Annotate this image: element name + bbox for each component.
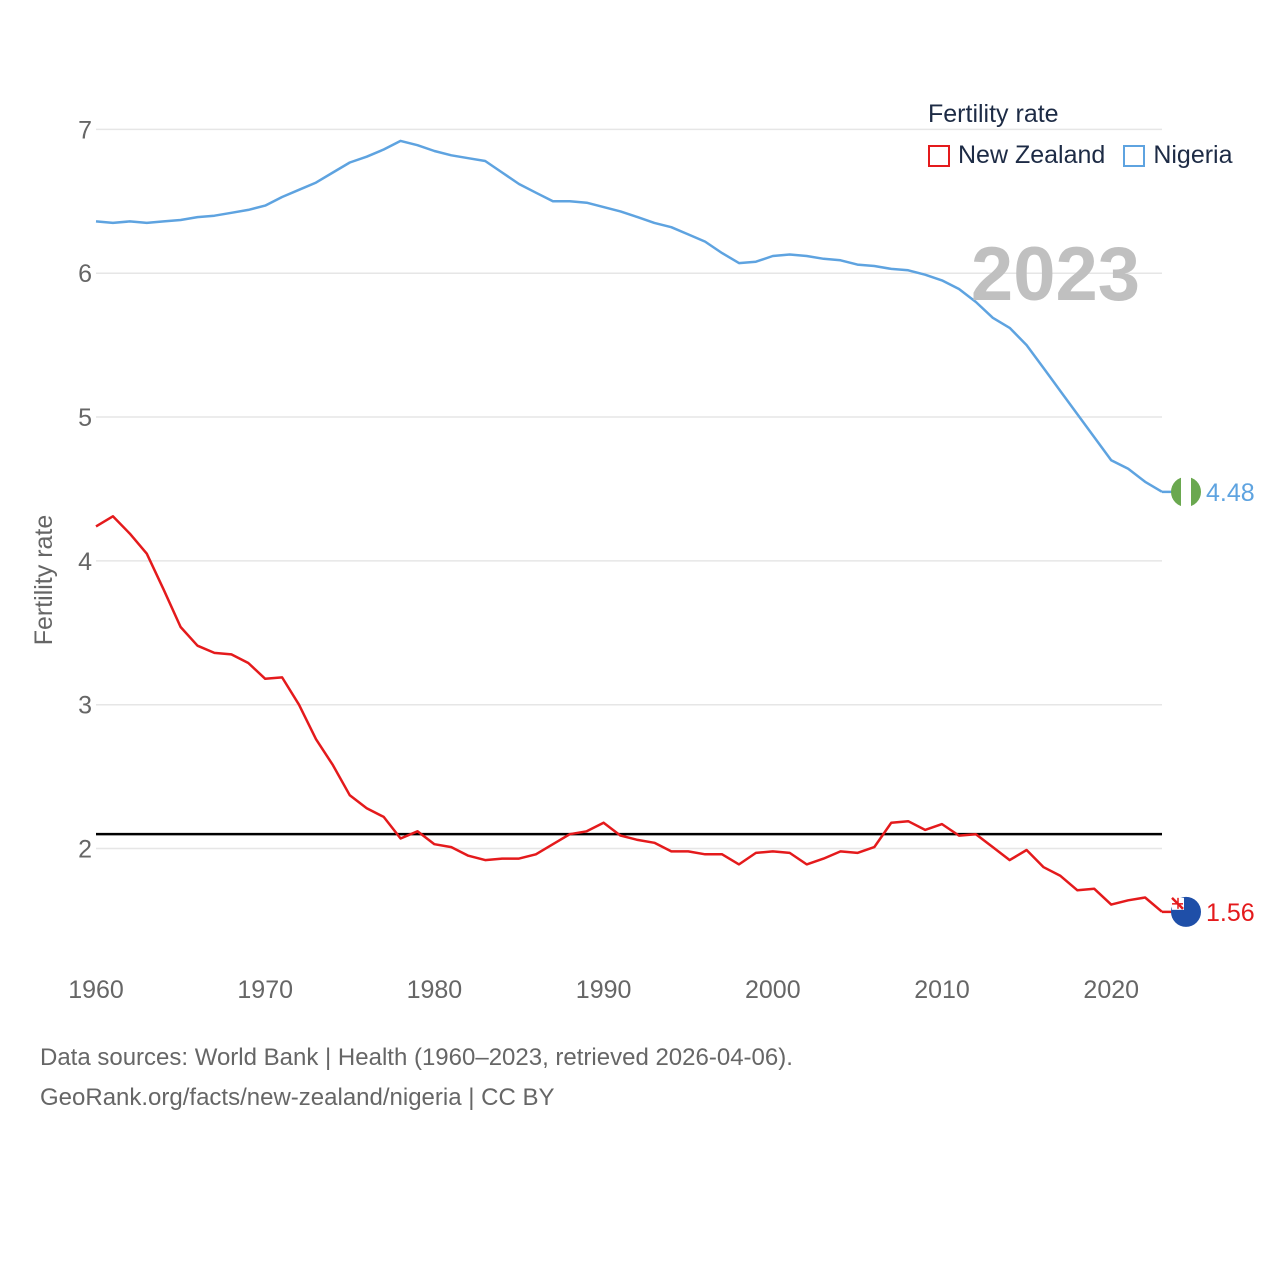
year-label: 2023 <box>971 232 1140 317</box>
x-tick-label-1970: 1970 <box>237 976 293 1004</box>
y-tick-label-6: 6 <box>78 260 92 288</box>
x-tick-label-2020: 2020 <box>1083 976 1139 1004</box>
legend-label-nigeria: Nigeria <box>1153 141 1233 169</box>
y-tick-label-2: 2 <box>78 836 92 864</box>
y-tick-label-5: 5 <box>78 404 92 432</box>
legend-title: Fertility rate <box>928 100 1059 128</box>
new-zealand-flag-icon <box>1171 896 1201 927</box>
x-tick-label-2000: 2000 <box>745 976 801 1004</box>
x-tick-label-1990: 1990 <box>576 976 632 1004</box>
source-line-1: Data sources: World Bank | Health (1960–… <box>40 1044 793 1071</box>
legend-swatch-nigeria <box>1123 144 1146 167</box>
y-tick-label-3: 3 <box>78 692 92 720</box>
y-tick-label-7: 7 <box>78 116 92 144</box>
legend-item-new-zealand[interactable]: New Zealand <box>928 141 1105 170</box>
nigeria-flag-icon <box>1171 476 1201 507</box>
legend-item-nigeria[interactable]: Nigeria <box>1123 141 1233 170</box>
x-tick-label-1960: 1960 <box>68 976 124 1004</box>
source-line-2: GeoRank.org/facts/new-zealand/nigeria | … <box>40 1084 555 1111</box>
legend-swatch-new-zealand <box>928 144 950 167</box>
series-end-value-new-zealand: 1.56 <box>1206 899 1255 927</box>
series-line-nigeria[interactable] <box>95 139 1163 493</box>
y-tick-label-4: 4 <box>78 548 92 576</box>
x-tick-label-1980: 1980 <box>407 976 463 1004</box>
series-line-new-zealand[interactable] <box>95 515 1163 913</box>
legend: New Zealand Nigeria <box>928 141 1251 170</box>
legend-label-new-zealand: New Zealand <box>958 141 1106 169</box>
x-tick-label-2010: 2010 <box>914 976 970 1004</box>
y-axis-title: Fertility rate <box>30 515 58 646</box>
series-end-value-nigeria: 4.48 <box>1206 479 1255 507</box>
